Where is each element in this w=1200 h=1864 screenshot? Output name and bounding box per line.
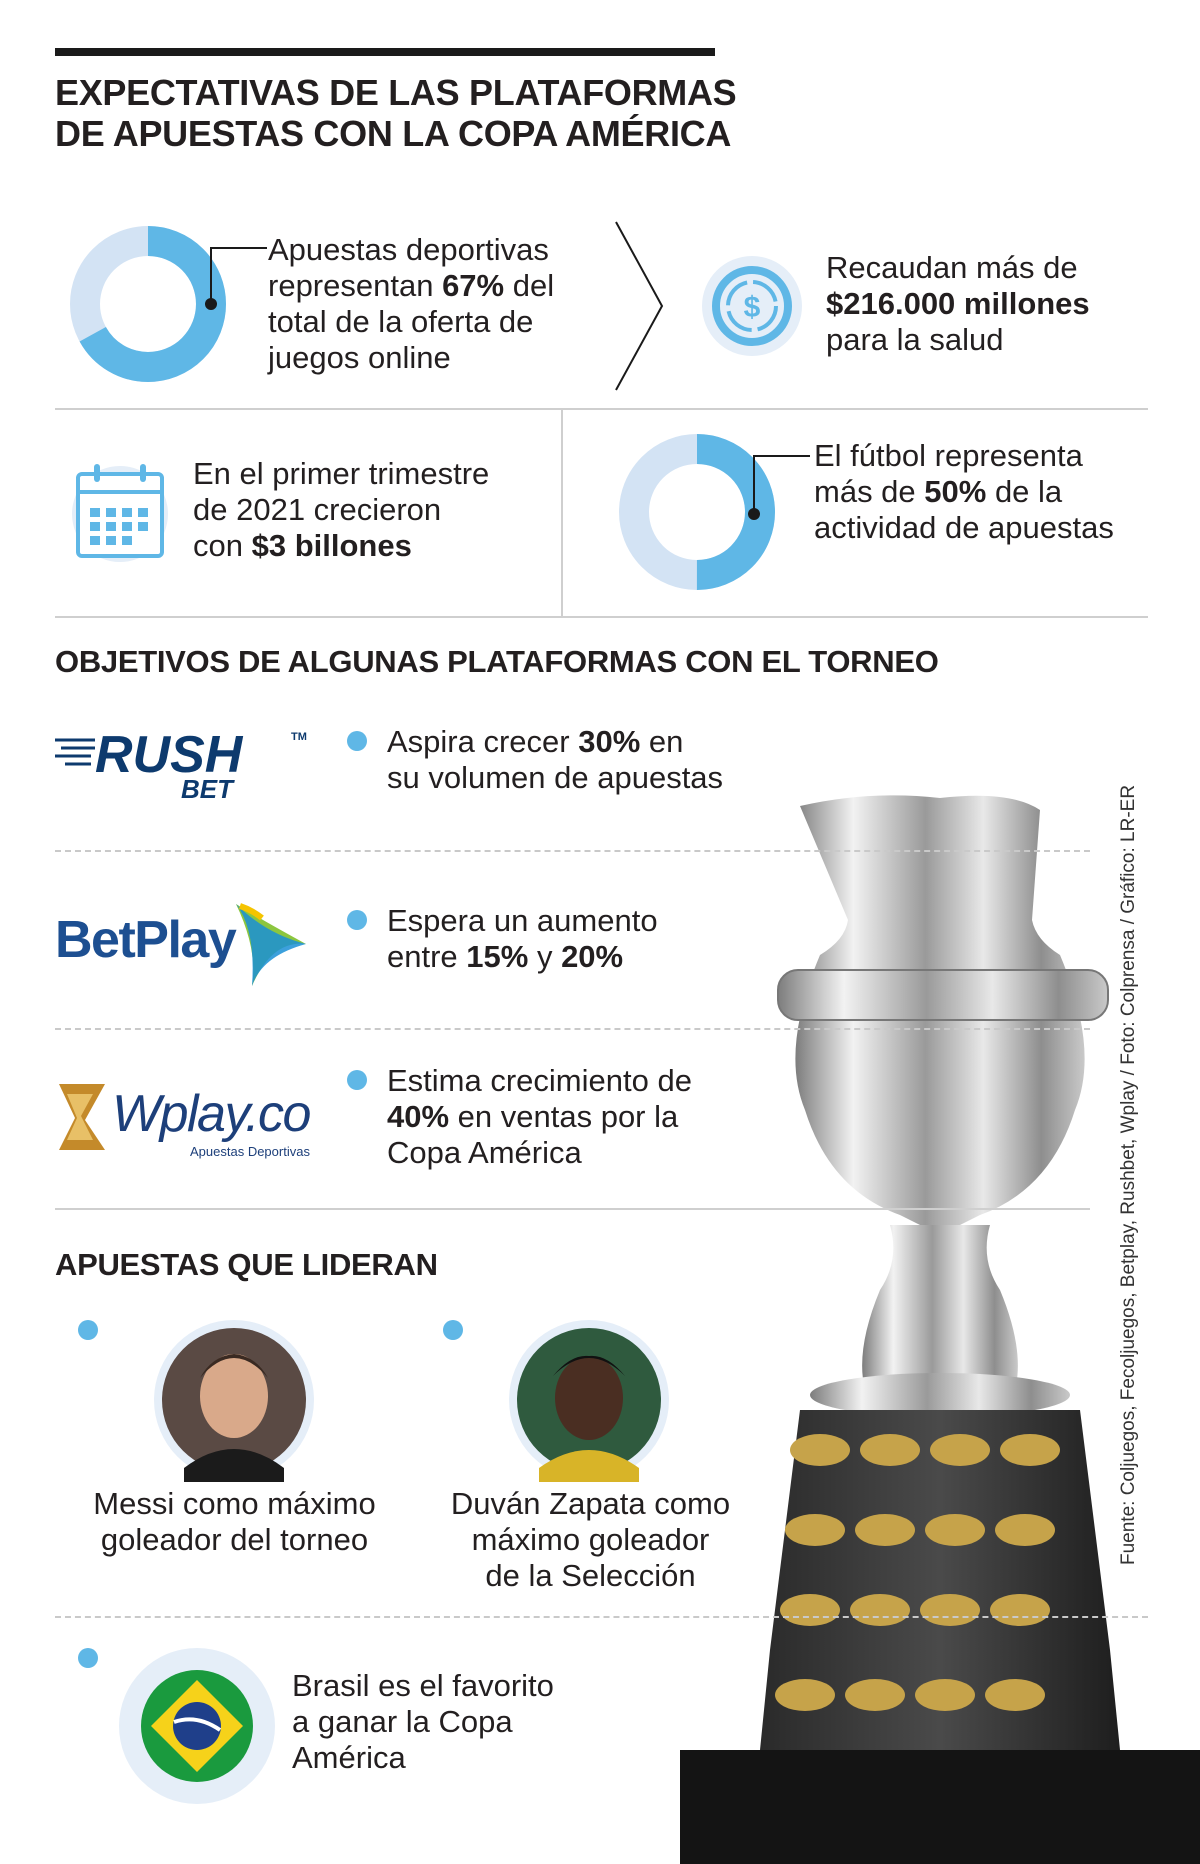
bullet: [347, 910, 367, 930]
divider-dashed: [55, 850, 1090, 852]
wplay-logo: Wplay.co: [112, 1085, 311, 1143]
bullet: [347, 1070, 367, 1090]
betplay-goal-text: Espera un aumento entre 15% y 20%: [387, 903, 658, 974]
svg-text:BET: BET: [181, 774, 235, 802]
brazil-flag-icon: [119, 1648, 275, 1804]
svg-text:$: $: [744, 291, 761, 324]
svg-text:TM: TM: [291, 731, 307, 743]
online-share-donut: [70, 226, 226, 382]
title-rule: [55, 48, 715, 56]
football-share-text: El fútbol representa más de 50% de la ac…: [814, 438, 1114, 545]
quarter-text: En el primer trimestre de 2021 crecieron…: [193, 456, 490, 563]
divider: [55, 616, 1148, 618]
brasil-text: Brasil es el favorito a ganar la Copa Am…: [292, 1668, 554, 1775]
rushbet-logo-text: RUSH: [95, 726, 244, 784]
wplay-logo-tagline: Apuestas Deportivas: [190, 1144, 310, 1159]
online-share-text: Apuestas deportivas representan 67% del …: [268, 232, 555, 375]
leaders-heading: APUESTAS QUE LIDERAN: [55, 1247, 438, 1282]
calendar-icon: [72, 464, 168, 562]
messi-caption: Messi como máximo goleador del torneo: [93, 1486, 376, 1557]
donut-value-arc: [619, 434, 775, 590]
rushbet-goal-text: Aspira crecer 30% en su volumen de apues…: [387, 724, 724, 795]
bullet: [347, 731, 367, 751]
rushbet-logo: RUSH TM BET: [55, 726, 307, 802]
zapata-caption: Duván Zapata como máximo goleador de la …: [450, 1486, 731, 1593]
bullet: [78, 1648, 98, 1668]
divider: [55, 408, 1148, 410]
bullet: [78, 1320, 98, 1340]
football-share-donut: [619, 434, 775, 590]
health-text: Recaudan más de $216.000 millones para l…: [826, 250, 1090, 357]
chevron-right-icon: [615, 221, 664, 391]
divider-vertical: [561, 410, 563, 616]
donut-leader-line: [210, 247, 267, 308]
source-credit: Fuente: Coljuegos, Fecoljuegos, Betplay,…: [1118, 784, 1139, 1565]
objectives-heading: OBJETIVOS DE ALGUNAS PLATAFORMAS CON EL …: [55, 644, 939, 679]
zapata-photo-avatar: [509, 1320, 669, 1482]
betplay-logo-arrow-icon: [236, 903, 306, 986]
bullet: [443, 1320, 463, 1340]
page-title: EXPECTATIVAS DE LAS PLATAFORMAS DE APUES…: [55, 72, 737, 154]
wplay-goal-text: Estima crecimiento de 40% en ventas por …: [387, 1063, 692, 1170]
donut-leader-line: [753, 455, 810, 514]
messi-photo-avatar: [154, 1320, 314, 1482]
dollar-coin-icon: $: [702, 256, 802, 356]
divider-dashed: [55, 1028, 1090, 1030]
divider: [55, 1208, 1090, 1210]
divider-dashed: [55, 1616, 1148, 1618]
copa-america-trophy-image: [680, 795, 1200, 1864]
betplay-logo: BetPlay: [55, 911, 237, 969]
wplay-logo-emblem-icon: [59, 1084, 105, 1150]
